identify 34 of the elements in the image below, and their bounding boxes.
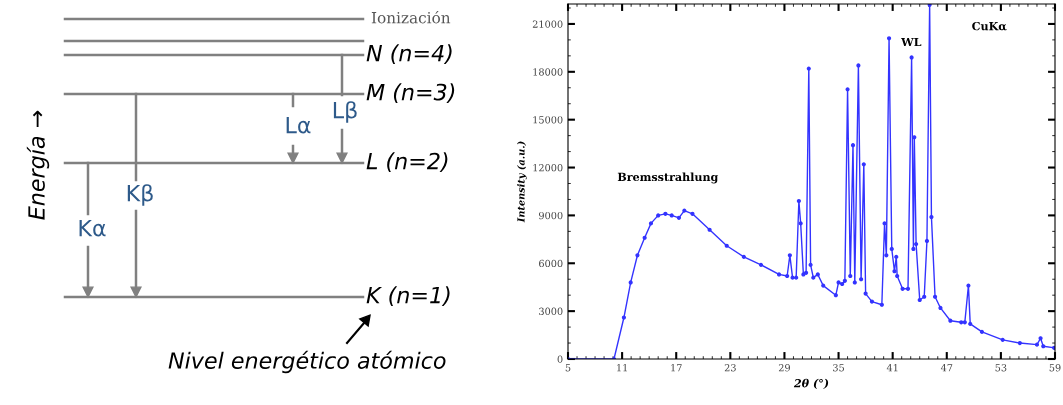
y-tick-label: 21000 <box>532 20 563 28</box>
y-axis-title: Intensity (a.u.) <box>517 141 527 223</box>
text: K (n=1) <box>366 286 450 307</box>
text: Ionización <box>371 11 451 24</box>
x-tick-label: 53 <box>995 364 1007 372</box>
y-tick-label: 9000 <box>539 211 563 220</box>
x-tick-label: 35 <box>833 364 844 372</box>
y-tick-label: 0 <box>557 355 563 363</box>
x-tick-label: 11 <box>617 364 627 372</box>
text: Kα <box>79 219 106 237</box>
annotation: Bremsstrahlung <box>617 172 719 184</box>
y-tick-label: 3000 <box>539 307 563 315</box>
x-tick-label: 29 <box>778 364 790 372</box>
text: N (n=4) <box>366 44 452 65</box>
x-tick-label: 47 <box>940 364 953 372</box>
y-tick-label: 18000 <box>533 68 563 76</box>
annotation: CuKα <box>972 21 1007 31</box>
x-tick-label: 17 <box>671 364 682 372</box>
text: Lα <box>286 116 311 134</box>
text: L (n=2) <box>366 152 448 173</box>
x-axis-title: 2θ (°) <box>793 378 829 389</box>
y-tick-label: 15000 <box>533 116 563 124</box>
x-tick-label: 23 <box>724 364 736 372</box>
y-tick-label: 6000 <box>539 259 563 268</box>
x-tick-label: 41 <box>886 364 898 372</box>
annotation: WL <box>901 38 922 47</box>
x-tick-label: 5 <box>565 364 571 372</box>
text: Lβ <box>333 101 357 123</box>
text: M (n=3) <box>366 83 455 104</box>
text: Kβ <box>127 184 153 206</box>
y-tick-label: 12000 <box>533 164 563 172</box>
x-tick-label: 59 <box>1049 364 1061 372</box>
text: Nivel energético atómico <box>168 350 446 374</box>
text: Energía → <box>26 110 50 220</box>
